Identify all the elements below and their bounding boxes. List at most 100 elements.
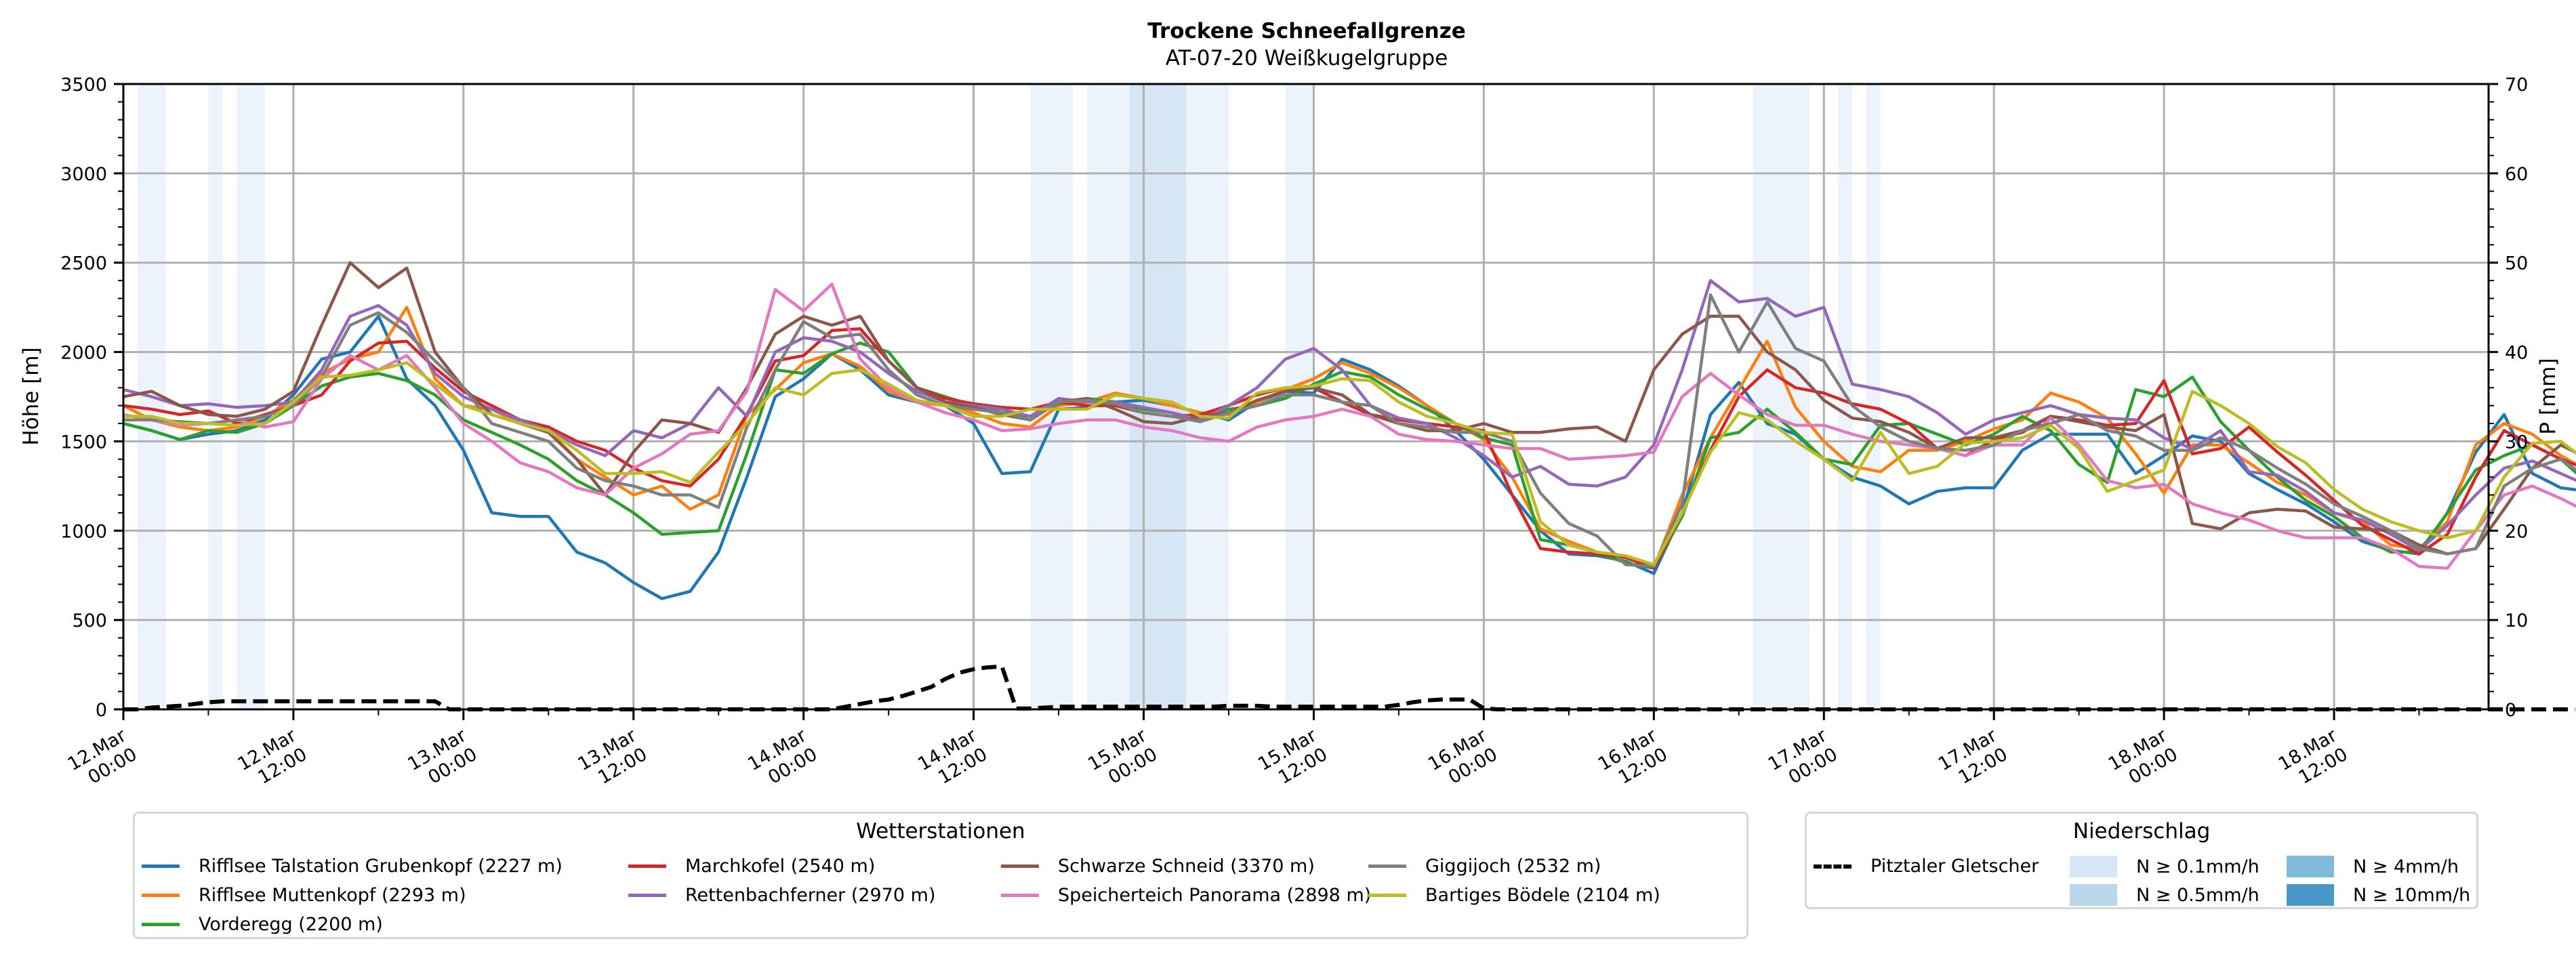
legend-item-precip: N ≥ 0.5mm/h xyxy=(2070,884,2260,906)
series-line-4 xyxy=(123,278,2576,552)
legend-item-station: Giggijoch (2532 m) xyxy=(1368,856,1601,877)
precip-band xyxy=(1753,84,1810,709)
precip-band xyxy=(1866,84,1881,709)
precip-line xyxy=(123,664,2575,711)
y-right-tick-label: 0 xyxy=(2505,700,2516,721)
y-tick-label: 2500 xyxy=(60,253,107,274)
y-right-tick-label: 20 xyxy=(2505,521,2528,542)
legend-label: N ≥ 0.5mm/h xyxy=(2136,884,2260,906)
legend-swatch xyxy=(1368,865,1406,868)
precip-series xyxy=(123,664,2575,711)
y-right-tick-label: 30 xyxy=(2505,432,2528,453)
legend-stations-title: Wetterstationen xyxy=(856,819,1025,844)
legend-item-station: Bartiges Bödele (2104 m) xyxy=(1368,885,1660,906)
series-line-2 xyxy=(123,341,2576,570)
series-line-8 xyxy=(123,361,2576,566)
y-tick-label: 1500 xyxy=(60,432,107,453)
legend-swatch xyxy=(2287,856,2334,877)
precip-band xyxy=(208,84,223,709)
series-line-5 xyxy=(123,261,2576,556)
y-tick-label: 1000 xyxy=(60,521,107,542)
legend-item-station: Speicherteich Panorama (2898 m) xyxy=(1001,885,1371,906)
legend-label: Vorderegg (2200 m) xyxy=(199,914,383,935)
series-line-1 xyxy=(122,306,2576,570)
legend-swatch xyxy=(628,865,666,868)
legend-item-station: Rettenbachferner (2970 m) xyxy=(628,885,936,906)
station-series xyxy=(122,261,2576,600)
legend-swatch xyxy=(142,894,180,897)
y-right-tick-label: 40 xyxy=(2505,343,2528,364)
legend-swatch xyxy=(1814,864,1852,869)
legend-label: Speicherteich Panorama (2898 m) xyxy=(1058,885,1372,906)
legend-stations: Wetterstationen Rifflsee Talstation Grub… xyxy=(133,812,1749,939)
legend-swatch xyxy=(628,894,666,897)
chart-title: Trockene Schneefallgrenze xyxy=(1147,19,1466,43)
y-right-tick-label: 50 xyxy=(2505,253,2528,274)
legend-label: N ≥ 4mm/h xyxy=(2353,856,2459,877)
legend-label: Rifflsee Muttenkopf (2293 m) xyxy=(199,885,466,906)
legend-swatch xyxy=(2070,884,2117,906)
series-line-3 xyxy=(123,327,2576,570)
series-line-6 xyxy=(123,283,2576,570)
legend-item-precip: Pitztaler Gletscher xyxy=(1814,856,2039,877)
legend-item-precip: N ≥ 0.1mm/h xyxy=(2070,856,2260,877)
legend-label: Bartiges Bödele (2104 m) xyxy=(1425,885,1660,906)
precip-band xyxy=(1030,84,1073,709)
legend-swatch xyxy=(1001,894,1039,897)
y-axis-label-right: P [mm] xyxy=(2536,358,2560,434)
y-tick-label: 500 xyxy=(72,610,107,631)
legend-item-station: Rifflsee Talstation Grubenkopf (2227 m) xyxy=(142,856,563,877)
plot-frame xyxy=(122,83,2490,711)
legend-label: Schwarze Schneid (3370 m) xyxy=(1058,856,1315,877)
legend-swatch xyxy=(142,923,180,926)
y-right-tick-label: 10 xyxy=(2505,610,2528,631)
series-line-0 xyxy=(123,314,2576,600)
legend-label: Marchkofel (2540 m) xyxy=(685,856,876,877)
precip-band xyxy=(1186,84,1229,709)
y-right-tick-label: 70 xyxy=(2505,75,2528,96)
legend-label: Rettenbachferner (2970 m) xyxy=(685,885,936,906)
chart-subtitle: AT-07-20 Weißkugelgruppe xyxy=(1166,46,1448,70)
precip-bands xyxy=(137,84,1881,709)
legend-swatch xyxy=(1368,894,1406,897)
legend-item-station: Schwarze Schneid (3370 m) xyxy=(1001,856,1315,877)
legend-swatch xyxy=(2287,884,2334,906)
legend-precip: Niederschlag Pitztaler Gletscher N ≥ 0.1m… xyxy=(1805,812,2478,909)
series-line-7 xyxy=(123,293,2576,568)
legend-label: Rifflsee Talstation Grubenkopf (2227 m) xyxy=(199,856,563,877)
legend-label: N ≥ 10mm/h xyxy=(2353,884,2471,906)
legend-item-station: Vorderegg (2200 m) xyxy=(142,914,383,935)
y-tick-label: 3500 xyxy=(60,75,107,96)
y-right-tick-label: 60 xyxy=(2505,164,2528,185)
legend-item-precip: N ≥ 10mm/h xyxy=(2287,884,2470,906)
grid xyxy=(122,83,2489,711)
legend-swatch xyxy=(2070,856,2117,877)
legend-label: Pitztaler Gletscher xyxy=(1870,856,2039,877)
legend-precip-title: Niederschlag xyxy=(2072,819,2211,844)
legend-item-station: Rifflsee Muttenkopf (2293 m) xyxy=(142,885,466,906)
legend-swatch xyxy=(1001,865,1039,868)
y-axis-label: Höhe [m] xyxy=(19,347,43,445)
y-tick-label: 3000 xyxy=(60,164,107,185)
legend-item-precip: N ≥ 4mm/h xyxy=(2287,856,2459,877)
legend-swatch xyxy=(142,865,180,868)
legend-label: N ≥ 0.1mm/h xyxy=(2136,856,2260,877)
y-tick-label: 2000 xyxy=(60,343,107,364)
y-tick-label: 0 xyxy=(96,700,107,721)
legend-item-station: Marchkofel (2540 m) xyxy=(628,856,875,877)
